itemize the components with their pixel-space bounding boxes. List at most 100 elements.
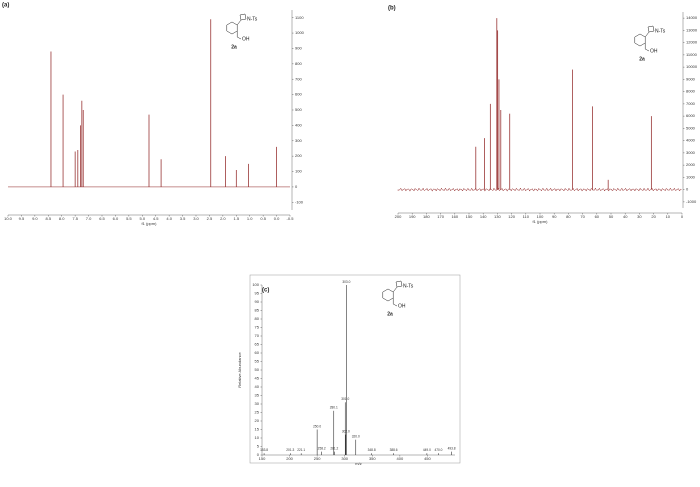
peak-label: 470.0 <box>434 448 442 452</box>
structure-label: OH <box>242 36 250 42</box>
y-tick-label: 2000 <box>686 162 696 167</box>
x-tick-label: 40 <box>623 214 628 219</box>
y-tick-label: 65 <box>255 342 260 347</box>
peak-label: 493.8 <box>448 446 456 450</box>
structure-ring <box>226 21 238 35</box>
peak-label: 201.3 <box>286 448 294 452</box>
y-tick-label: -1000 <box>686 199 697 204</box>
x-tick-label: 10 <box>666 214 671 219</box>
x-tick-label: 80 <box>566 214 571 219</box>
y-tick-label: 35 <box>255 393 260 398</box>
x-tick-label: 300 <box>341 456 348 461</box>
x-tick-label: 170 <box>437 214 444 219</box>
panel-frame <box>249 274 461 464</box>
panel-label: (b) <box>388 6 396 12</box>
y-tick-label: 5 <box>257 444 260 449</box>
structure-bonds <box>393 280 403 293</box>
y-tick-label: 5000 <box>686 125 696 130</box>
y-tick-label: 80 <box>255 316 260 321</box>
peak-label: 449.0 <box>423 448 431 452</box>
panel-label: (a) <box>2 3 9 9</box>
x-tick-label: 20 <box>651 214 656 219</box>
y-tick-label: 300 <box>295 138 302 143</box>
x-tick-label: 2.5 <box>207 216 213 221</box>
x-tick-label: 6.0 <box>113 216 119 221</box>
structure-label: N-Ts <box>655 28 666 34</box>
x-tick-label: 160 <box>451 214 458 219</box>
y-tick-label: 11000 <box>686 52 698 57</box>
compound-label: 2a <box>639 56 645 62</box>
y-tick-label: 10 <box>255 435 260 440</box>
x-tick-label: 190 <box>409 214 416 219</box>
y-tick-label: 500 <box>295 107 302 112</box>
chart: (a) 10.0 9.5 9.0 8.5 8.0 7.5 7.0 6.5 6.0 5.5 5.0 4.5… <box>2 3 305 226</box>
y-tick-label: 30 <box>255 401 260 406</box>
x-tick-label: 110 <box>523 214 530 219</box>
y-tick-label: 40 <box>255 384 260 389</box>
x-tick-label: 10.0 <box>4 216 13 221</box>
peak-label: 303.0 <box>342 280 350 284</box>
peak-label: 250.0 <box>313 424 321 428</box>
structure-bonds <box>237 13 247 26</box>
x-tick-label: 8.0 <box>59 216 65 221</box>
x-tick-label: 1.5 <box>234 216 240 221</box>
structure-label: OH <box>650 48 658 54</box>
y-tick-label: 100 <box>295 169 302 174</box>
x-tick-label: 150 <box>466 214 473 219</box>
structure-bonds <box>645 25 655 38</box>
x-tick-label: 9.0 <box>32 216 38 221</box>
x-tick-label: 1.0 <box>247 216 253 221</box>
y-tick-label: 3000 <box>686 150 696 155</box>
peak-label: 320.0 <box>352 435 360 439</box>
y-tick-label: 1000 <box>686 174 696 179</box>
chart: (b)200 190 180 170 160 150 140 130 120 110 100 90 80… <box>388 6 698 224</box>
panel-label: (c) <box>262 288 269 294</box>
y-tick-label: 900 <box>295 46 302 51</box>
x-axis-label: f1 (ppm) <box>142 221 158 226</box>
x-tick-label: 140 <box>480 214 487 219</box>
x-tick-label: 4.5 <box>153 216 159 221</box>
y-tick-label: 200 <box>295 153 302 158</box>
y-tick-label: -100 <box>295 199 304 204</box>
peak-label: 301.0 <box>341 397 349 401</box>
structure-ring <box>634 33 646 47</box>
x-tick-label: 3.5 <box>180 216 186 221</box>
y-tick-label: 9000 <box>686 76 696 81</box>
peak-label: 280.1 <box>330 406 338 410</box>
y-tick-label: 15 <box>255 427 260 432</box>
x-tick-label: 60 <box>595 214 600 219</box>
y-tick-label: 45 <box>255 376 260 381</box>
y-tick-label: 85 <box>255 308 260 313</box>
x-tick-label: 120 <box>508 214 515 219</box>
y-tick-label: 60 <box>255 350 260 355</box>
structure-label: N-Ts <box>247 16 258 22</box>
x-axis-label: f1 (ppm) <box>533 219 549 224</box>
y-tick-label: 7000 <box>686 101 696 106</box>
x-tick-label: 0.0 <box>274 216 280 221</box>
compound-label: 2a <box>231 44 237 50</box>
y-tick-label: 75 <box>255 325 260 330</box>
chart: (c)150 200 250 300 350 400 450m/z0510152025303… <box>237 280 456 466</box>
y-axis-label: Relative Abundance <box>237 351 242 387</box>
peak-label: 302.0 <box>342 429 350 433</box>
y-tick-label: 90 <box>255 299 260 304</box>
y-tick-label: 0 <box>257 452 260 457</box>
x-tick-label: 7.5 <box>72 216 78 221</box>
x-tick-label: 50 <box>609 214 614 219</box>
x-tick-label: 4.0 <box>166 216 172 221</box>
y-tick-label: 70 <box>255 333 260 338</box>
y-tick-label: 95 <box>255 291 260 296</box>
y-tick-label: 600 <box>295 92 302 97</box>
x-tick-label: 130 <box>494 214 501 219</box>
compound-label: 2a <box>387 311 393 317</box>
y-tick-label: 1000 <box>295 30 305 35</box>
y-tick-label: 13000 <box>686 27 698 32</box>
y-tick-label: 20 <box>255 418 260 423</box>
x-tick-label: 8.5 <box>46 216 52 221</box>
y-tick-label: 12000 <box>686 40 698 45</box>
y-tick-label: 100 <box>252 282 259 287</box>
y-tick-label: 25 <box>255 410 260 415</box>
peak-label: 281.2 <box>330 446 338 450</box>
structure-bonds <box>644 43 650 52</box>
